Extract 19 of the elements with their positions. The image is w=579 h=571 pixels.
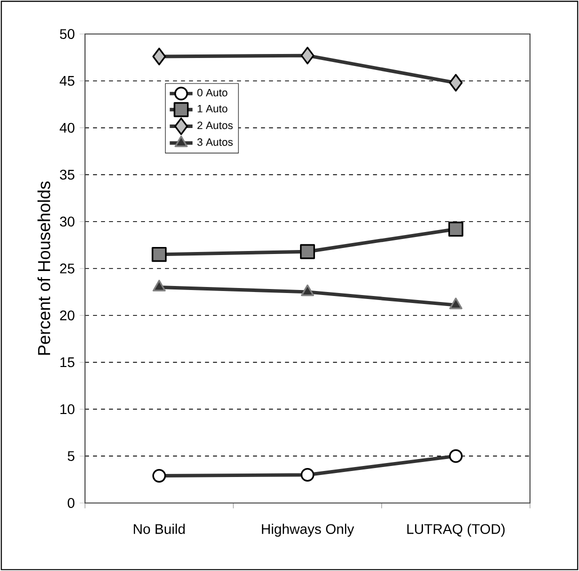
y-tick-label: 50	[60, 29, 74, 39]
y-tick-label: 40	[60, 122, 74, 133]
legend-label: 2 Autos	[197, 122, 233, 130]
legend-label: 0 Auto	[197, 88, 228, 96]
y-tick-label: 5	[68, 451, 74, 461]
x-tick-label: Highways Only	[262, 524, 354, 537]
y-tick-label: 15	[60, 357, 74, 368]
y-tick-label: 10	[60, 404, 74, 414]
x-tick-label: LUTRAQ (TOD)	[407, 524, 505, 537]
y-tick-label: 30	[60, 216, 74, 227]
y-tick-label: 0	[68, 498, 74, 508]
y-tick-label: 35	[60, 170, 74, 180]
legend-label: 3 Autos	[197, 138, 233, 146]
y-tick-label: 20	[60, 310, 74, 320]
x-tick-label: No Build	[134, 524, 185, 534]
y-tick-label: 25	[60, 264, 74, 274]
y-axis-title: Percent of Households	[38, 181, 50, 355]
legend-label: 1 Auto	[198, 104, 228, 112]
y-tick-label: 45	[60, 76, 74, 86]
